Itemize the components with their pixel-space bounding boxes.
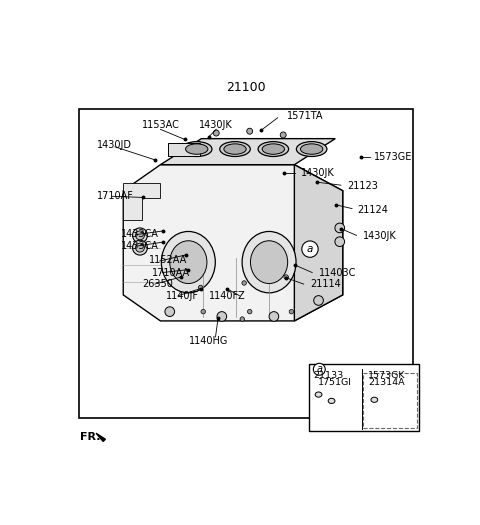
Polygon shape xyxy=(160,139,335,165)
Bar xyxy=(79,109,413,418)
Circle shape xyxy=(335,223,345,233)
Ellipse shape xyxy=(132,240,147,255)
Polygon shape xyxy=(294,165,343,321)
Text: 21100: 21100 xyxy=(226,81,266,94)
Ellipse shape xyxy=(262,144,285,154)
Text: 1433CA: 1433CA xyxy=(121,241,159,251)
Circle shape xyxy=(269,312,279,321)
Text: 1140HG: 1140HG xyxy=(189,335,228,345)
Text: 1430JD: 1430JD xyxy=(97,140,132,150)
Ellipse shape xyxy=(186,144,208,154)
Text: 21314A: 21314A xyxy=(368,378,405,387)
Ellipse shape xyxy=(135,243,144,252)
Bar xyxy=(363,373,417,428)
Ellipse shape xyxy=(297,142,327,156)
Circle shape xyxy=(217,312,227,321)
Text: 1153AC: 1153AC xyxy=(142,120,180,130)
Circle shape xyxy=(289,309,294,314)
Ellipse shape xyxy=(371,397,378,402)
Ellipse shape xyxy=(242,232,296,293)
Text: 21133: 21133 xyxy=(313,372,343,381)
Text: 26350: 26350 xyxy=(143,279,173,289)
Text: 1140FZ: 1140FZ xyxy=(209,291,246,301)
Text: 1710AA: 1710AA xyxy=(152,268,191,278)
Circle shape xyxy=(165,307,175,317)
Polygon shape xyxy=(123,165,343,321)
Text: 1710AF: 1710AF xyxy=(97,191,134,201)
Text: 1430JK: 1430JK xyxy=(199,120,233,130)
Ellipse shape xyxy=(135,231,144,240)
Circle shape xyxy=(198,285,203,290)
Ellipse shape xyxy=(328,398,335,404)
Polygon shape xyxy=(123,183,160,220)
Polygon shape xyxy=(96,433,106,442)
Text: 1751GI: 1751GI xyxy=(317,378,351,387)
Ellipse shape xyxy=(170,241,207,284)
Bar xyxy=(168,143,200,156)
Text: 1573GE: 1573GE xyxy=(374,152,413,162)
Circle shape xyxy=(201,309,205,314)
Ellipse shape xyxy=(258,142,288,156)
Text: FR.: FR. xyxy=(81,432,101,442)
Text: a: a xyxy=(316,364,322,374)
Ellipse shape xyxy=(315,392,322,397)
Bar xyxy=(309,364,419,430)
Text: 1571TA: 1571TA xyxy=(287,111,324,121)
Ellipse shape xyxy=(251,241,288,284)
Text: 1152AA: 1152AA xyxy=(149,255,188,265)
Text: 11403C: 11403C xyxy=(319,268,356,278)
Circle shape xyxy=(284,275,288,279)
Text: 1573GK: 1573GK xyxy=(368,372,406,381)
Text: 21114: 21114 xyxy=(310,279,341,289)
Text: 1430JK: 1430JK xyxy=(301,168,335,178)
Ellipse shape xyxy=(300,144,323,154)
Ellipse shape xyxy=(220,142,250,156)
Circle shape xyxy=(313,363,325,375)
Circle shape xyxy=(335,237,345,247)
Text: 21124: 21124 xyxy=(358,205,388,215)
Circle shape xyxy=(280,132,286,138)
Circle shape xyxy=(213,130,219,136)
Text: 1430JK: 1430JK xyxy=(363,231,397,241)
Circle shape xyxy=(240,317,244,321)
Ellipse shape xyxy=(224,144,246,154)
Text: a: a xyxy=(307,244,313,254)
Circle shape xyxy=(314,296,324,306)
Ellipse shape xyxy=(181,142,212,156)
Circle shape xyxy=(247,128,252,134)
Circle shape xyxy=(302,241,318,257)
Ellipse shape xyxy=(161,232,216,293)
Circle shape xyxy=(242,281,246,285)
Circle shape xyxy=(248,309,252,314)
Text: 1433CA: 1433CA xyxy=(121,229,159,239)
Ellipse shape xyxy=(132,228,147,243)
Text: 21123: 21123 xyxy=(347,181,378,191)
Text: 1140JF: 1140JF xyxy=(166,291,199,301)
